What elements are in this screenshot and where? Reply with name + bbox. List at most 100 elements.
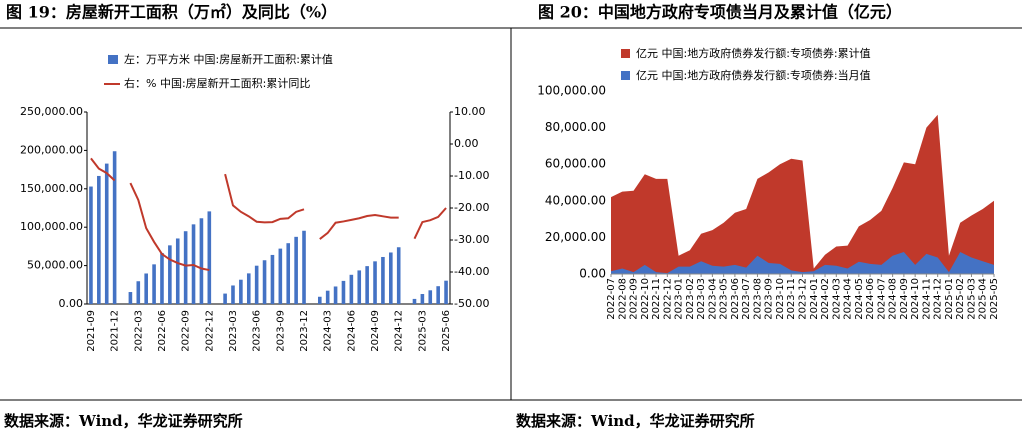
bar: [428, 290, 433, 304]
legend-label: 亿元 中国:地方政府债券发行额:专项债券:当月值: [636, 68, 871, 82]
bar: [389, 252, 393, 304]
x-tick-label: 2021-12: [110, 310, 121, 352]
x-tick-label: 2023-05: [719, 278, 730, 320]
bar: [373, 261, 377, 304]
bar: [341, 280, 346, 304]
x-tick-label: 2024-03: [831, 278, 842, 320]
x-tick-label: 2022-11: [651, 278, 662, 320]
x-tick-label: 2022-12: [204, 310, 215, 352]
legend-swatch: [108, 55, 118, 64]
x-tick-label: 2024-05: [854, 278, 865, 320]
x-tick-label: 2022-08: [617, 278, 628, 320]
x-tick-label: 2024-09: [370, 310, 381, 352]
bar: [365, 266, 369, 304]
area: [611, 252, 994, 274]
y-tick-label: 60,000.00: [545, 157, 606, 171]
bar: [381, 256, 385, 304]
y-tick-label: 20,000.00: [545, 230, 606, 244]
x-tick-label: 2024-03: [323, 310, 334, 352]
bar: [152, 264, 156, 304]
x-tick-label: 2024-09: [899, 278, 910, 320]
y2-tick-label: -50.00: [454, 297, 489, 310]
bar: [254, 265, 259, 304]
x-tick-label: 2023-09: [275, 310, 286, 352]
legend-swatch: [621, 49, 630, 58]
source: 数据来源：Wind，华龙证券研究所: [516, 412, 755, 430]
x-tick-label: 2022-06: [157, 310, 168, 352]
bar: [302, 230, 306, 304]
y-tick-label: 100,000.00: [20, 220, 83, 233]
bar: [396, 247, 401, 304]
x-tick-label: 2022-03: [133, 310, 144, 352]
legend-label: 亿元 中国:地方政府债券发行额:专项债券:累计值: [636, 46, 871, 60]
x-tick-label: 2023-02: [685, 278, 696, 320]
x-tick-label: 2025-01: [944, 278, 955, 320]
x-tick-label: 2023-09: [764, 278, 775, 320]
y-tick-label: 250,000.00: [20, 105, 83, 118]
legend-label: 右：% 中国:房屋新开工面积:累计同比: [124, 76, 310, 90]
bar: [270, 254, 275, 304]
line: [90, 157, 447, 272]
x-tick-label: 2021-09: [86, 310, 97, 352]
bar: [136, 281, 141, 304]
x-tick-label: 2023-11: [786, 278, 797, 320]
bar: [183, 231, 188, 304]
x-tick-label: 2022-09: [181, 310, 192, 352]
x-tick-label: 2025-04: [978, 278, 989, 320]
bar: [317, 296, 322, 304]
x-tick-label: 2023-07: [741, 278, 752, 320]
bar: [112, 151, 117, 304]
x-tick-label: 2024-08: [888, 278, 899, 320]
bar: [349, 274, 354, 304]
bar: [357, 270, 362, 304]
y2-tick-label: -20.00: [454, 201, 489, 214]
y-tick-label: 0.00: [59, 297, 84, 310]
legend-label: 左：万平方米 中国:房屋新开工面积:累计值: [124, 52, 333, 66]
bar: [286, 243, 291, 304]
y2-tick-label: -30.00: [454, 233, 489, 246]
x-tick-label: 2024-02: [820, 278, 831, 320]
chart-title: 图 20：中国地方政府专项债当月及累计值（亿元）: [538, 3, 902, 22]
x-tick-label: 2023-04: [707, 278, 718, 320]
bar: [294, 236, 298, 304]
x-tick-label: 2024-06: [865, 278, 876, 320]
area: [611, 114, 994, 274]
bar: [333, 286, 338, 304]
bar: [412, 298, 417, 304]
bar: [420, 294, 425, 304]
x-tick-label: 2024-11: [921, 278, 932, 320]
x-tick-label: 2024-12: [933, 278, 944, 320]
bar: [199, 218, 204, 304]
x-tick-label: 2023-01: [674, 278, 685, 320]
bar: [239, 279, 243, 304]
x-tick-label: 2023-06: [252, 310, 263, 352]
bar: [89, 186, 93, 304]
bar: [207, 211, 212, 304]
bar: [160, 252, 164, 304]
x-tick-label: 2025-03: [966, 278, 977, 320]
y-tick-label: 50,000.00: [27, 259, 83, 272]
x-tick-label: 2023-03: [696, 278, 707, 320]
x-tick-label: 2024-06: [346, 310, 357, 352]
bar: [436, 286, 440, 304]
bar: [97, 175, 101, 304]
x-tick-label: 2024-01: [809, 278, 820, 320]
y-tick-label: 0.00: [579, 267, 606, 281]
y2-tick-label: 10.00: [454, 105, 486, 118]
y2-tick-label: 0.00: [454, 137, 479, 150]
y2-tick-label: -40.00: [454, 265, 489, 278]
y2-tick-label: -10.00: [454, 169, 489, 182]
y-tick-label: 40,000.00: [545, 193, 606, 207]
bar: [278, 248, 283, 304]
x-tick-label: 2024-07: [876, 278, 887, 320]
bar: [231, 285, 235, 304]
bar: [144, 273, 148, 304]
x-tick-label: 2024-12: [394, 310, 405, 352]
x-tick-label: 2023-03: [228, 310, 239, 352]
chart-title: 图 19：房屋新开工面积（万㎡）及同比（%）: [6, 3, 337, 22]
x-tick-label: 2025-06: [441, 310, 452, 352]
x-tick-label: 2024-10: [910, 278, 921, 320]
bar: [262, 260, 267, 304]
x-tick-label: 2025-05: [989, 278, 1000, 320]
